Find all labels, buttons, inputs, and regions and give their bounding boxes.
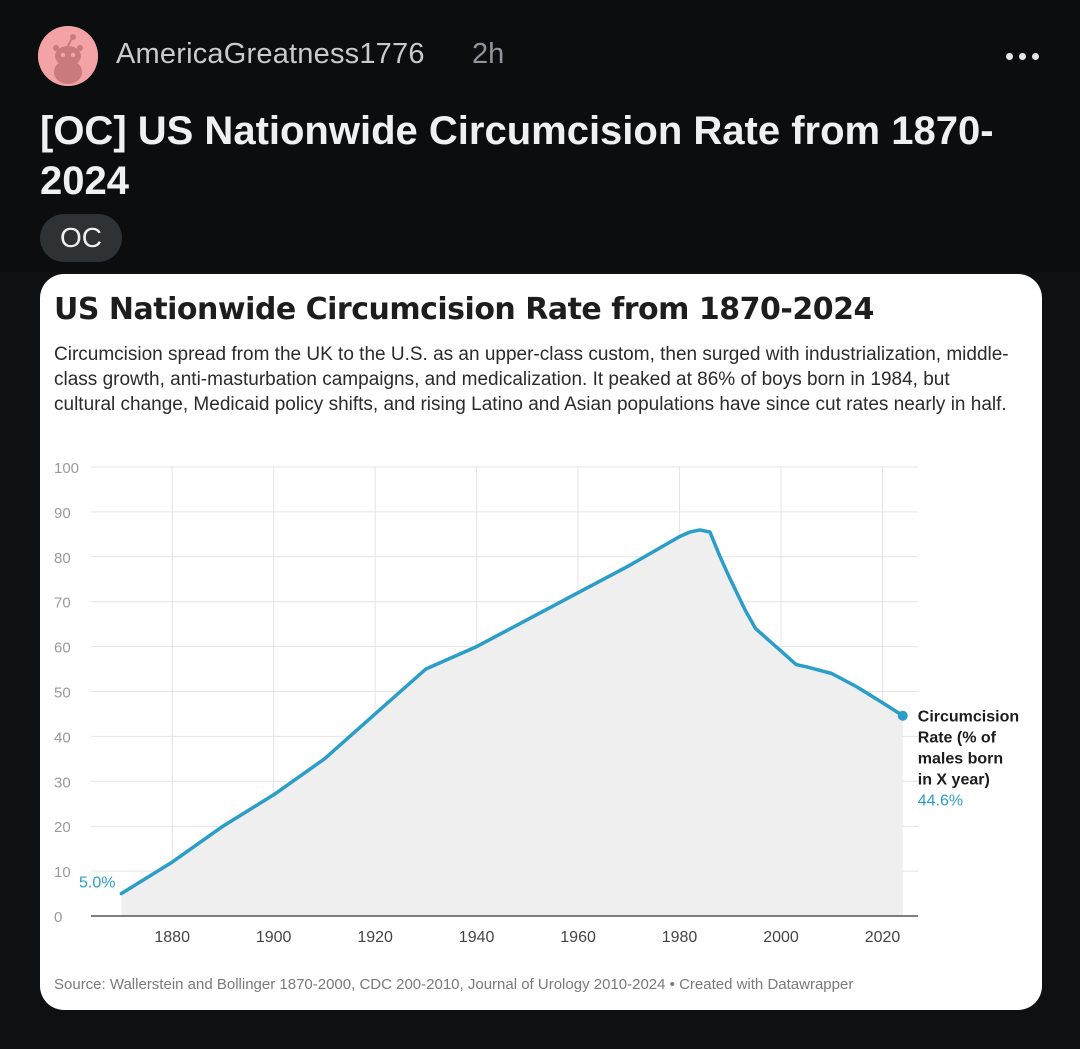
y-tick-label: 100 — [54, 460, 79, 477]
y-tick-label: 90 — [54, 505, 71, 522]
y-tick-label: 80 — [54, 550, 71, 567]
chart-image-card[interactable]: US Nationwide Circumcision Rate from 187… — [40, 274, 1042, 1010]
post-header: AmericaGreatness1776 2h [OC] US Nationwi… — [0, 0, 1080, 272]
dot — [1031, 52, 1039, 60]
y-tick-label: 50 — [54, 685, 71, 702]
area-fill — [121, 529, 903, 916]
x-tick-label: 1960 — [560, 929, 596, 946]
dot — [1018, 52, 1026, 60]
y-tick-label: 10 — [54, 864, 71, 881]
user-avatar[interactable] — [38, 26, 98, 86]
series-line — [119, 528, 905, 896]
dot — [1005, 52, 1013, 60]
series-name-label: males born — [918, 751, 1003, 768]
reddit-snoo-avatar-icon — [38, 26, 98, 86]
series-name-label: Rate (% of — [918, 730, 997, 747]
x-tick-label: 2000 — [763, 929, 799, 946]
start-value-label: 5.0% — [79, 875, 115, 892]
x-tick-label: 1900 — [256, 929, 292, 946]
post-title[interactable]: [OC] US Nationwide Circumcision Rate fro… — [40, 109, 994, 203]
y-tick-label: 70 — [54, 595, 71, 612]
post-flair[interactable]: OC — [40, 214, 122, 262]
chart-subtitle: Circumcision spread from the UK to the U… — [54, 344, 1009, 415]
x-tick-label: 1980 — [662, 929, 698, 946]
line-chart: 0 10 20 30 40 50 60 70 80 90 100 1880 1900 1920 1940 19… — [54, 460, 1019, 946]
post-age: 2h — [472, 38, 505, 70]
y-tick-label: 60 — [54, 640, 71, 657]
x-tick-label: 2020 — [865, 929, 901, 946]
series-name-label: Circumcision — [918, 709, 1019, 726]
y-tick-label: 0 — [54, 909, 62, 926]
username-link[interactable]: AmericaGreatness1776 — [116, 38, 425, 70]
y-tick-label: 20 — [54, 819, 71, 836]
x-tick-label: 1920 — [357, 929, 393, 946]
x-tick-label: 1940 — [459, 929, 495, 946]
series-name-label: in X year) — [918, 772, 990, 789]
y-tick-label: 40 — [54, 729, 71, 746]
more-options-icon[interactable] — [1000, 44, 1044, 68]
x-tick-label: 1880 — [154, 929, 190, 946]
y-tick-label: 30 — [54, 774, 71, 791]
chart-source: Source: Wallerstein and Bollinger 1870-2… — [54, 976, 854, 993]
chart-title: US Nationwide Circumcision Rate from 187… — [54, 292, 874, 327]
end-point-marker — [897, 710, 908, 721]
end-value-label: 44.6% — [918, 793, 963, 810]
